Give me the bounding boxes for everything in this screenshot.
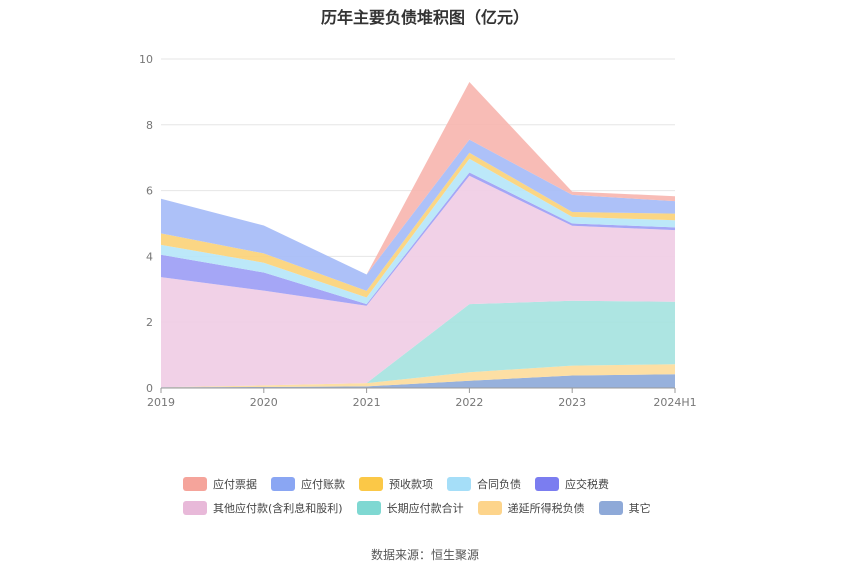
legend-label: 合同负债	[477, 478, 521, 491]
x-tick-label: 2019	[147, 396, 175, 409]
legend-swatch	[359, 477, 383, 491]
area-递延所得税负债	[161, 364, 675, 388]
x-tick-label: 2024H1	[653, 396, 696, 409]
area-series	[161, 82, 675, 388]
x-tick-label: 2020	[250, 396, 278, 409]
legend-swatch	[535, 477, 559, 491]
legend-label: 应付票据	[213, 478, 257, 491]
legend-item[interactable]: 长期应付款合计	[356, 500, 464, 516]
legend-item[interactable]: 应交税费	[535, 476, 609, 492]
area-其他应付款(含利息和股利)	[161, 175, 675, 388]
legend-swatch	[356, 501, 381, 515]
legend-label: 其他应付款(含利息和股利)	[213, 502, 343, 515]
x-tick-label: 2022	[455, 396, 483, 409]
legend-swatch	[271, 477, 295, 491]
legend-swatch	[598, 501, 623, 515]
area-其它	[161, 374, 675, 388]
legend-swatch	[477, 501, 502, 515]
y-tick-label: 4	[146, 250, 153, 263]
legend-swatch	[447, 477, 471, 491]
legend-swatch	[183, 477, 207, 491]
area-预收款项	[161, 152, 675, 298]
legend-label: 预收款项	[389, 478, 433, 491]
legend-label: 应付账款	[301, 478, 345, 491]
legend-item[interactable]: 其他应付款(含利息和股利)	[183, 500, 343, 516]
legend-swatch	[183, 501, 207, 515]
legend-item[interactable]: 递延所得税负债	[477, 500, 585, 516]
stacked-area-chart: 0 2 4 6 8 10 2019 2020 2021 2022 2023 2024H1	[139, 53, 697, 409]
legend-row: 应付票据 应付账款 预收款项 合同负债 应交税费	[183, 472, 743, 496]
y-tick-label: 8	[146, 119, 153, 132]
source-note: 数据来源：恒生聚源	[370, 548, 479, 562]
legend-item[interactable]: 预收款项	[359, 476, 433, 492]
x-tick-label: 2021	[353, 396, 381, 409]
legend-label: 递延所得税负债	[507, 502, 585, 515]
legend: 应付票据 应付账款 预收款项 合同负债 应交税费 其他应付款(含利息和股利) 长期应付款合…	[183, 472, 743, 520]
y-tick-label: 10	[139, 53, 153, 66]
y-tick-label: 6	[146, 185, 153, 198]
x-tick-label: 2023	[558, 396, 586, 409]
chart-title: 历年主要负债堆积图（亿元）	[320, 8, 529, 27]
legend-row: 其他应付款(含利息和股利) 长期应付款合计 递延所得税负债 其它	[183, 496, 743, 520]
y-tick-label: 2	[146, 316, 153, 329]
legend-label: 其它	[628, 502, 651, 515]
area-应付账款	[161, 139, 675, 291]
legend-label: 长期应付款合计	[386, 502, 464, 515]
legend-item[interactable]: 其它	[598, 500, 651, 516]
area-应付票据	[161, 82, 675, 275]
axes: 0 2 4 6 8 10 2019 2020 2021 2022 2023 2024H1	[139, 53, 697, 409]
legend-item[interactable]: 应付票据	[183, 476, 257, 492]
area-合同负债	[161, 158, 675, 305]
legend-item[interactable]: 应付账款	[271, 476, 345, 492]
area-应交税费	[161, 172, 675, 306]
legend-item[interactable]: 合同负债	[447, 476, 521, 492]
area-长期应付款合计	[161, 300, 675, 388]
y-tick-label: 0	[146, 382, 153, 395]
legend-label: 应交税费	[565, 478, 609, 491]
